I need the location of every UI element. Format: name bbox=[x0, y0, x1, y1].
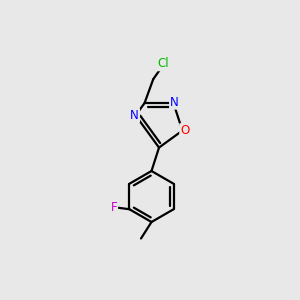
Text: Cl: Cl bbox=[158, 57, 169, 70]
Text: N: N bbox=[170, 96, 179, 109]
Text: N: N bbox=[130, 109, 139, 122]
Text: O: O bbox=[180, 124, 189, 137]
Text: F: F bbox=[110, 201, 117, 214]
